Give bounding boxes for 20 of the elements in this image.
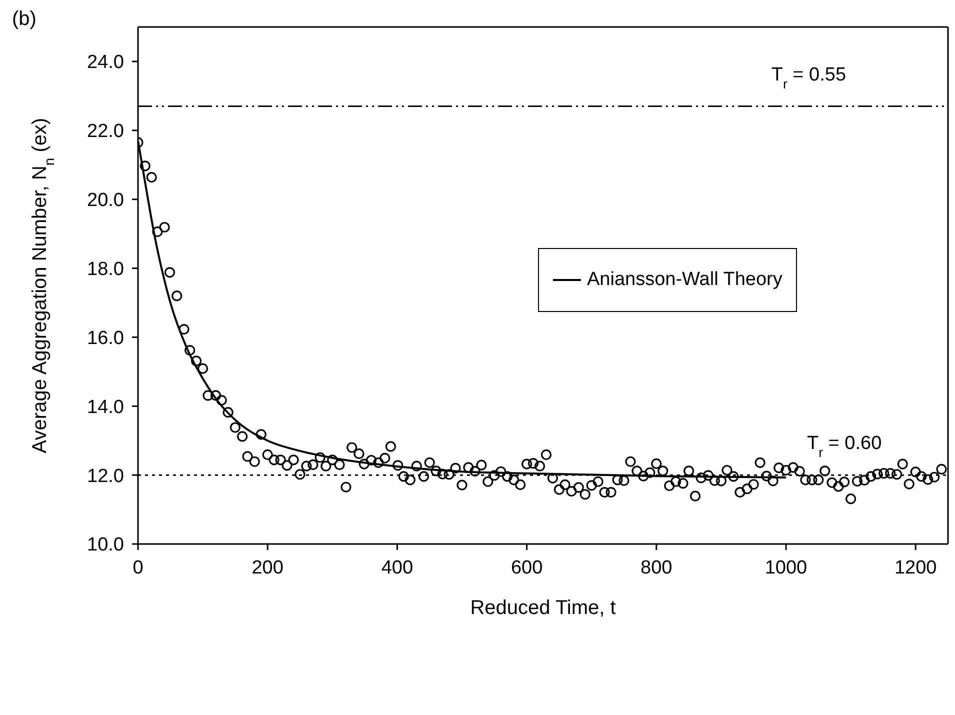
y-tick-label: 16.0 xyxy=(87,328,124,349)
x-tick-label: 1000 xyxy=(764,557,808,578)
x-axis-title: Reduced Time, t xyxy=(470,597,616,619)
y-tick-label: 24.0 xyxy=(87,52,124,74)
annotation: T$_{r}$ = 0.60 xyxy=(806,433,882,460)
x-tick-label: 600 xyxy=(510,557,543,578)
y-tick-label: 14.0 xyxy=(87,396,124,418)
x-tick-label: 200 xyxy=(252,557,284,578)
x-tick-label: 0 xyxy=(132,557,144,578)
y-tick-label: 12.0 xyxy=(87,466,124,487)
y-tick-label: 18.0 xyxy=(87,259,124,280)
y-tick-label: 10.0 xyxy=(87,534,124,556)
legend-label: Aniansson-Wall Theory xyxy=(587,269,782,291)
x-tick-label: 1200 xyxy=(894,557,937,578)
text: (b) xyxy=(12,8,36,31)
y-tick-label: 20.0 xyxy=(87,190,124,212)
y-tick-label: 22.0 xyxy=(87,121,124,142)
x-tick-label: 400 xyxy=(381,557,414,578)
annotation: T$_{r}$ = 0.55 xyxy=(771,64,846,91)
x-tick-label: 800 xyxy=(640,557,672,578)
